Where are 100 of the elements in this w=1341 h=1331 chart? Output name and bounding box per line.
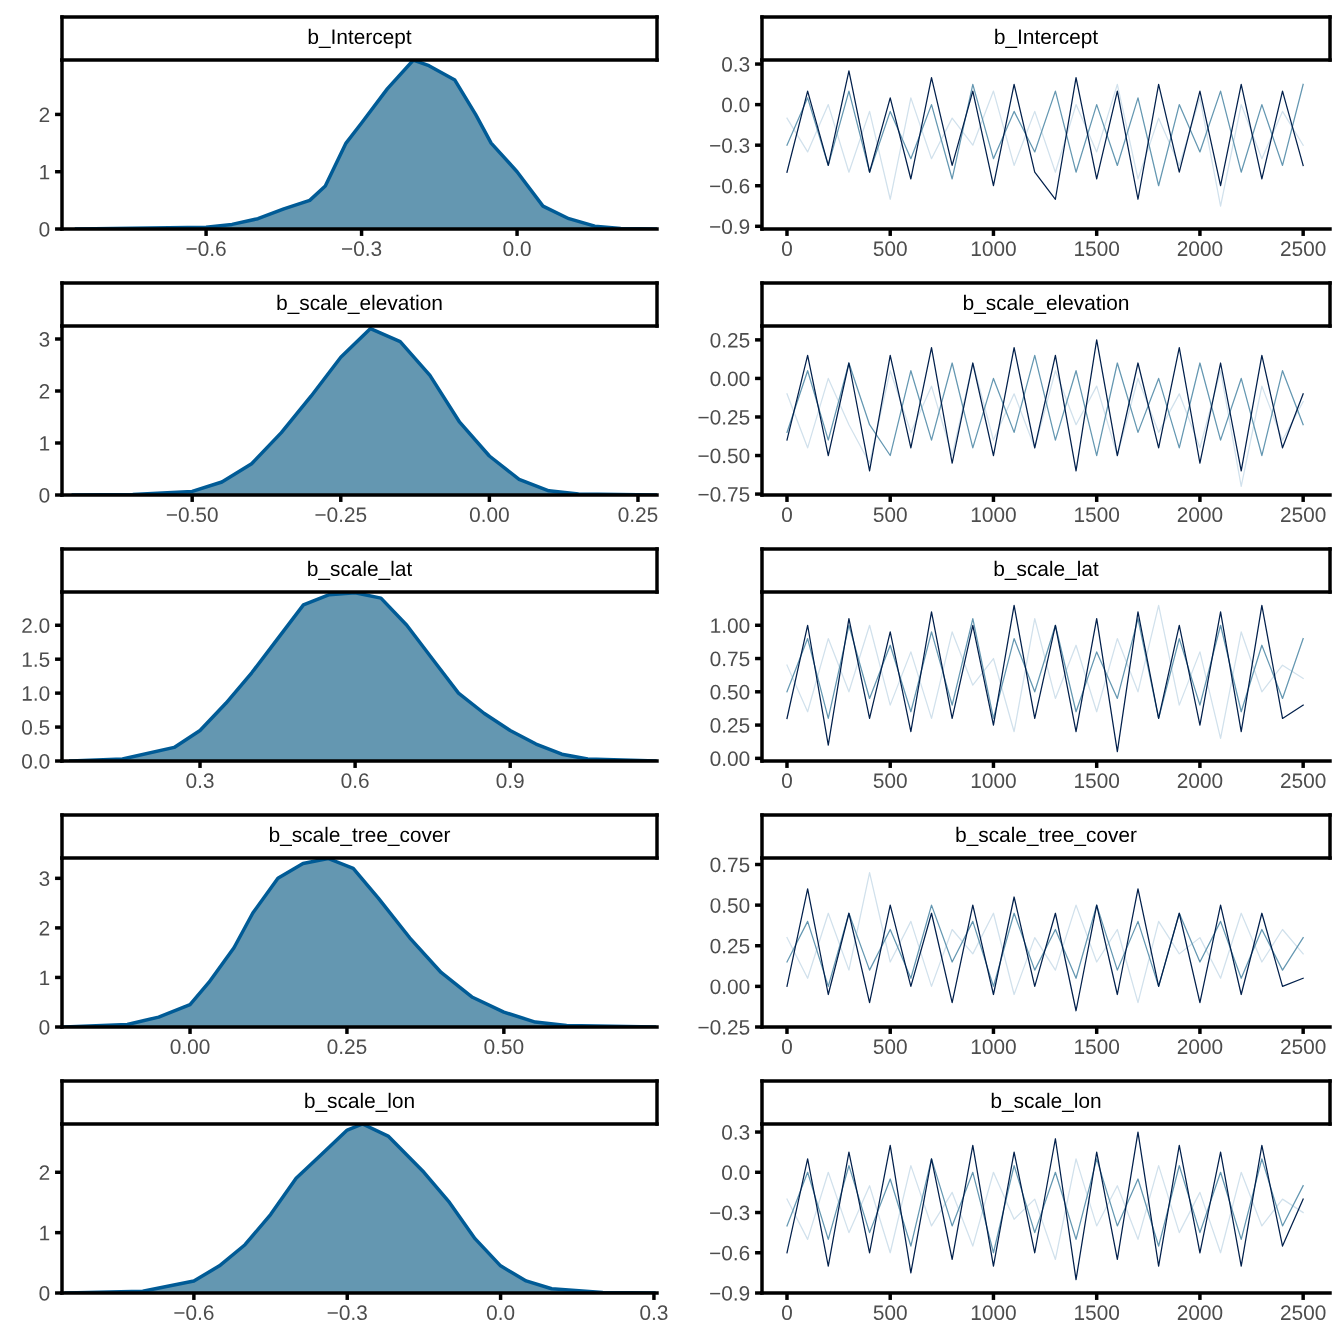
x-tick-label: −0.25 [315,507,367,523]
x-tick-label: 1500 [1075,1039,1120,1055]
y-tick-label: 2 [39,384,50,399]
line-series [786,871,1304,1004]
chart-title: b_Intercept [995,28,1098,49]
x-tick-label: 2000 [1177,1305,1223,1321]
chart-title: b_scale_lon [991,1092,1101,1113]
y-tick-label: −0.3 [710,138,750,153]
y-tick-label: −0.75 [698,487,750,502]
y-tick-label: 0 [39,488,50,503]
y-tick-label: 0.75 [710,857,750,873]
x-tick-label: 2500 [1281,1305,1326,1321]
chart-title: b_scale_lat [994,560,1099,581]
x-tick-label: 1000 [971,773,1016,789]
x-tick-label: 0 [782,507,792,523]
y-tick-label: −0.6 [710,178,750,194]
y-tick-label: 0.00 [710,979,750,995]
y-tick-label: 2 [39,1165,50,1180]
chart-title: b_scale_lat [308,560,413,581]
x-tick-label: 0.3 [640,1305,668,1321]
x-tick-label: −0.3 [342,241,382,257]
y-tick-label: 0 [39,222,50,237]
y-tick-label: 1 [40,164,50,180]
y-tick-label: −0.25 [698,1020,750,1035]
y-tick-label: −0.50 [698,448,750,464]
x-tick-label: 1500 [1075,241,1120,257]
x-tick-label: 2000 [1177,773,1223,789]
y-tick-label: 2 [39,107,50,122]
y-tick-label: 1 [40,436,50,451]
x-tick-label: 500 [873,1305,907,1321]
x-tick-label: 0.25 [618,507,658,523]
y-tick-label: 0.0 [722,1165,750,1181]
line-series [786,617,1304,720]
x-tick-label: 1000 [971,507,1016,523]
y-tick-label: 1.0 [22,686,50,701]
y-tick-label: 2.0 [22,618,50,634]
x-tick-label: 0.6 [341,773,369,789]
x-tick-label: 500 [873,507,907,523]
x-tick-label: 0.3 [186,773,214,789]
chart-title: b_scale_tree_cover [956,826,1137,847]
x-tick-label: 1000 [971,1039,1016,1055]
x-tick-label: 0 [782,773,792,789]
x-tick-label: 2000 [1177,241,1223,257]
line-series [786,83,1304,187]
x-tick-label: 0.00 [170,1039,210,1055]
x-tick-label: −0.50 [166,507,218,523]
x-tick-label: −0.6 [186,241,226,257]
chart-title: b_Intercept [308,28,412,49]
x-tick-label: 1500 [1075,773,1120,789]
x-tick-label: 500 [873,773,907,789]
y-tick-label: 0.3 [722,1125,750,1140]
x-tick-label: 0.50 [484,1039,524,1055]
x-tick-label: 2500 [1281,507,1326,523]
x-tick-label: 2000 [1177,507,1223,523]
y-tick-label: 2 [39,920,50,936]
x-tick-label: 0.00 [469,507,509,523]
y-tick-label: 0.25 [710,938,750,954]
y-tick-label: 1.5 [22,652,50,667]
line-series [786,339,1304,472]
chart-title: b_scale_lon [305,1092,414,1113]
y-tick-label: 0.50 [710,684,750,700]
y-tick-label: −0.9 [710,1286,750,1301]
x-tick-label: 2500 [1281,241,1326,257]
y-tick-label: 3 [39,332,50,347]
y-tick-label: 1.00 [711,618,750,634]
y-tick-label: −0.9 [710,219,750,235]
x-tick-label: −0.6 [174,1305,214,1321]
x-tick-label: 1000 [971,241,1016,257]
x-tick-label: 0 [782,241,792,257]
x-tick-label: 2500 [1281,773,1326,789]
line-series [786,888,1304,1012]
y-tick-label: −0.25 [698,409,750,425]
line-series [786,1131,1304,1281]
x-tick-label: 500 [873,1039,907,1055]
x-tick-label: 0.9 [496,773,524,789]
y-tick-label: 1 [40,970,50,985]
x-tick-label: −0.3 [327,1305,367,1321]
y-tick-label: 0 [39,1286,50,1301]
x-tick-label: 0.25 [327,1039,367,1055]
y-tick-label: 0 [39,1020,50,1035]
line-series [786,354,1304,457]
y-tick-label: 0.0 [722,97,750,113]
x-tick-label: 1000 [971,1305,1016,1321]
y-tick-label: 1 [40,1225,50,1241]
y-tick-label: 0.3 [722,57,750,72]
y-tick-label: 0.25 [710,332,750,348]
line-series [786,904,1304,987]
x-tick-label: 1500 [1075,1305,1120,1321]
x-tick-label: 0 [782,1305,792,1321]
x-tick-label: 0 [782,1039,792,1055]
y-tick-label: 0.00 [710,371,750,387]
y-tick-label: 0.5 [22,720,50,735]
chart-title: b_scale_elevation [963,294,1129,315]
y-tick-label: 0.00 [710,751,750,767]
chart-title: b_scale_tree_cover [269,826,451,847]
chart-title: b_scale_elevation [277,294,442,315]
y-tick-label: −0.6 [710,1245,750,1261]
x-tick-label: 0.0 [503,241,531,257]
x-tick-label: 2500 [1281,1039,1326,1055]
x-tick-label: 500 [873,241,907,257]
